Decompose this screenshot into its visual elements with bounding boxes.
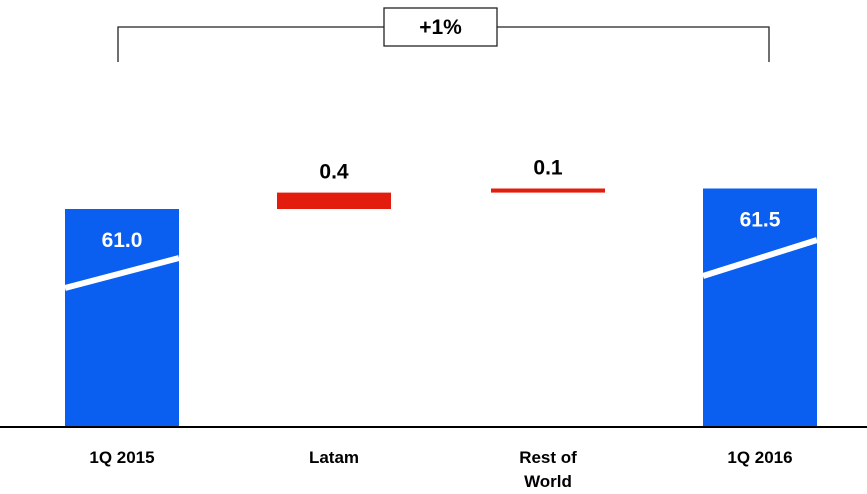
- value-label-1: 0.4: [319, 161, 349, 184]
- growth-box: [383, 7, 498, 47]
- category-label-1: Latam: [309, 448, 359, 467]
- category-label-2: Rest of World: [519, 448, 577, 491]
- category-label-0: 1Q 2015: [89, 448, 154, 467]
- value-label-0: 61.0: [102, 229, 143, 252]
- axis-break-stripe-3: [702, 237, 818, 279]
- value-label-2: 0.1: [533, 157, 563, 180]
- bars: [64, 188, 818, 427]
- growth-bracket: +1%: [117, 7, 770, 62]
- bar-2: [491, 188, 605, 193]
- bracket-line: [117, 26, 770, 62]
- category-labels: 1Q 2015 Latam Rest of World 1Q 2016: [89, 448, 792, 491]
- bar-3: [703, 188, 817, 427]
- value-label-3: 61.5: [740, 209, 781, 232]
- bar-0: [65, 209, 179, 427]
- growth-label: +1%: [419, 16, 462, 39]
- category-label-3: 1Q 2016: [727, 448, 792, 467]
- bar-1: [277, 192, 391, 209]
- axis-break-stripe-0: [64, 255, 180, 291]
- value-labels: 61.0 0.4 0.1 61.5: [102, 157, 781, 253]
